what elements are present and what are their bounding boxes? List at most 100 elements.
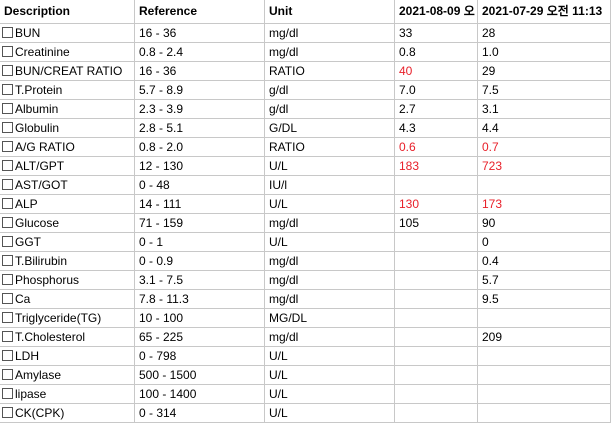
checkbox[interactable]: [2, 293, 13, 304]
description-cell[interactable]: Phosphorus: [0, 271, 135, 290]
cell-text: U/L: [269, 349, 288, 363]
checkbox[interactable]: [2, 27, 13, 38]
value-cell: [395, 328, 478, 347]
description-cell[interactable]: Glucose: [0, 214, 135, 233]
cell-text: mg/dl: [269, 26, 299, 40]
cell-text: 5.7 - 8.9: [139, 83, 184, 97]
cell-text: 12 - 130: [139, 159, 184, 173]
cell-text: mg/dl: [269, 273, 299, 287]
value-cell: 173: [478, 195, 611, 214]
value-cell: 14 - 111: [135, 195, 265, 214]
value-cell: 0 - 48: [135, 176, 265, 195]
value-cell: [395, 233, 478, 252]
value-cell: RATIO: [265, 62, 395, 81]
value-cell: 12 - 130: [135, 157, 265, 176]
value-cell: mg/dl: [265, 290, 395, 309]
cell-text: 0.8: [399, 45, 416, 59]
cell-text: ALT/GPT: [15, 159, 65, 173]
description-cell[interactable]: T.Cholesterol: [0, 328, 135, 347]
value-cell: 0.7: [478, 138, 611, 157]
checkbox[interactable]: [2, 350, 13, 361]
value-cell: 0 - 0.9: [135, 252, 265, 271]
column-header[interactable]: 2021-07-29 오전 11:13: [478, 0, 611, 24]
cell-text: 3.1: [482, 102, 499, 116]
cell-text: G/DL: [269, 121, 298, 135]
description-cell[interactable]: Ca: [0, 290, 135, 309]
value-cell: 10 - 100: [135, 309, 265, 328]
checkbox[interactable]: [2, 274, 13, 285]
cell-text: 5.7: [482, 273, 499, 287]
checkbox[interactable]: [2, 198, 13, 209]
description-cell[interactable]: Albumin: [0, 100, 135, 119]
checkbox[interactable]: [2, 236, 13, 247]
checkbox[interactable]: [2, 369, 13, 380]
checkbox[interactable]: [2, 407, 13, 418]
value-cell: [395, 404, 478, 423]
checkbox[interactable]: [2, 179, 13, 190]
description-cell[interactable]: lipase: [0, 385, 135, 404]
value-cell: 16 - 36: [135, 24, 265, 43]
cell-text: T.Protein: [15, 83, 63, 97]
value-cell: [395, 309, 478, 328]
checkbox[interactable]: [2, 312, 13, 323]
description-cell[interactable]: GGT: [0, 233, 135, 252]
value-cell: mg/dl: [265, 252, 395, 271]
description-cell[interactable]: T.Protein: [0, 81, 135, 100]
checkbox[interactable]: [2, 255, 13, 266]
description-cell[interactable]: ALT/GPT: [0, 157, 135, 176]
description-cell[interactable]: Creatinine: [0, 43, 135, 62]
value-cell: mg/dl: [265, 328, 395, 347]
column-header[interactable]: Unit: [265, 0, 395, 24]
description-cell[interactable]: BUN: [0, 24, 135, 43]
description-cell[interactable]: LDH: [0, 347, 135, 366]
description-cell[interactable]: Globulin: [0, 119, 135, 138]
description-cell[interactable]: A/G RATIO: [0, 138, 135, 157]
description-cell[interactable]: BUN/CREAT RATIO: [0, 62, 135, 81]
cell-text: 723: [482, 159, 503, 173]
cell-text: 3.1 - 7.5: [139, 273, 184, 287]
value-cell: 3.1: [478, 100, 611, 119]
value-cell: 1.0: [478, 43, 611, 62]
value-cell: 5.7 - 8.9: [135, 81, 265, 100]
column-header[interactable]: 2021-08-09 오: [395, 0, 478, 24]
description-cell[interactable]: CK(CPK): [0, 404, 135, 423]
checkbox[interactable]: [2, 65, 13, 76]
cell-text: 16 - 36: [139, 64, 177, 78]
column-header[interactable]: Reference: [135, 0, 265, 24]
value-cell: [395, 347, 478, 366]
checkbox[interactable]: [2, 46, 13, 57]
cell-text: U/L: [269, 406, 288, 420]
value-cell: 209: [478, 328, 611, 347]
checkbox[interactable]: [2, 217, 13, 228]
checkbox[interactable]: [2, 141, 13, 152]
description-cell[interactable]: AST/GOT: [0, 176, 135, 195]
cell-text: Glucose: [15, 216, 60, 230]
cell-text: 9.5: [482, 292, 499, 306]
value-cell: [395, 176, 478, 195]
description-cell[interactable]: T.Bilirubin: [0, 252, 135, 271]
checkbox[interactable]: [2, 331, 13, 342]
value-cell: mg/dl: [265, 214, 395, 233]
checkbox[interactable]: [2, 84, 13, 95]
value-cell: 40: [395, 62, 478, 81]
cell-text: MG/DL: [269, 311, 308, 325]
value-cell: 7.5: [478, 81, 611, 100]
description-cell[interactable]: ALP: [0, 195, 135, 214]
value-cell: U/L: [265, 347, 395, 366]
checkbox[interactable]: [2, 122, 13, 133]
value-cell: 500 - 1500: [135, 366, 265, 385]
checkbox[interactable]: [2, 103, 13, 114]
value-cell: [395, 385, 478, 404]
value-cell: [395, 366, 478, 385]
cell-text: mg/dl: [269, 254, 299, 268]
checkbox[interactable]: [2, 388, 13, 399]
description-cell[interactable]: Amylase: [0, 366, 135, 385]
cell-text: BUN: [15, 26, 41, 40]
value-cell: 130: [395, 195, 478, 214]
description-cell[interactable]: Triglyceride(TG): [0, 309, 135, 328]
column-header[interactable]: Description: [0, 0, 135, 24]
cell-text: 0 - 314: [139, 406, 177, 420]
checkbox[interactable]: [2, 160, 13, 171]
value-cell: 0.6: [395, 138, 478, 157]
